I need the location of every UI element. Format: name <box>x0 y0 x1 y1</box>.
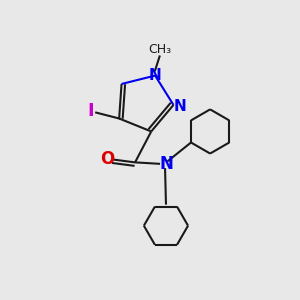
Text: N: N <box>159 155 173 173</box>
Text: N: N <box>174 99 186 114</box>
Text: O: O <box>100 150 114 168</box>
Text: I: I <box>88 102 94 120</box>
Text: N: N <box>149 68 161 83</box>
Text: CH₃: CH₃ <box>148 44 171 56</box>
